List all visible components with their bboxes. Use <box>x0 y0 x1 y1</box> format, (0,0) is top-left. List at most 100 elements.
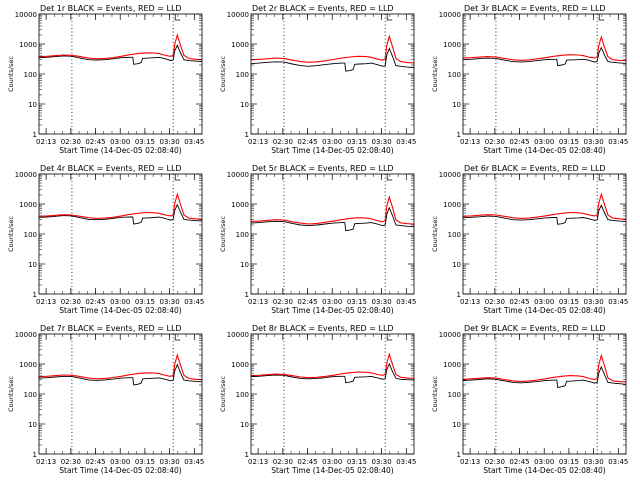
detector-panel: Det 1r BLACK = Events, RED = LLD 1 10 100 10… <box>7 4 204 155</box>
y-tick-label: 100 <box>236 391 249 399</box>
x-tick-label: 03:00 <box>322 458 342 466</box>
interval-marker <box>386 334 393 341</box>
x-tick-label: 02:30 <box>485 298 505 306</box>
series-line-events <box>250 206 415 232</box>
y-axis-label: Counts/sec <box>7 216 15 252</box>
x-tick-label: 03:45 <box>396 458 416 466</box>
y-tick-label: 1 <box>245 291 249 299</box>
series-line-lld <box>250 352 415 379</box>
x-tick-label: 02:13 <box>248 138 268 146</box>
x-tick-label: 03:30 <box>372 458 392 466</box>
series-line-events <box>462 46 627 67</box>
x-axis-label: Start Time (14-Dec-05 02:08:40) <box>483 466 605 475</box>
y-tick-label: 10000 <box>227 331 249 339</box>
x-tick-label: 02:30 <box>485 458 505 466</box>
interval-marker <box>174 14 181 21</box>
series-line-lld <box>38 33 203 61</box>
y-axis-label: Counts/sec <box>431 216 439 252</box>
y-axis-label: Counts/sec <box>219 376 227 412</box>
y-tick-label: 1000 <box>443 41 461 49</box>
x-tick-label: 03:45 <box>184 138 204 146</box>
x-tick-label: 03:45 <box>396 138 416 146</box>
x-tick-label: 03:00 <box>534 138 554 146</box>
panel-title: Det 5r BLACK = Events, RED = LLD <box>252 164 394 173</box>
x-tick-label: 03:15 <box>559 138 579 146</box>
y-tick-label: 10 <box>28 101 37 109</box>
y-tick-label: 10000 <box>439 11 461 19</box>
x-tick-label: 03:15 <box>347 298 367 306</box>
x-tick-label: 03:15 <box>135 298 155 306</box>
y-tick-label: 10000 <box>15 331 37 339</box>
x-tick-label: 03:30 <box>584 138 604 146</box>
x-tick-label: 03:30 <box>160 138 180 146</box>
y-axis-label: Counts/sec <box>7 376 15 412</box>
panel-title: Det 9r BLACK = Events, RED = LLD <box>464 324 606 333</box>
x-tick-label: 03:00 <box>534 458 554 466</box>
series-line-lld <box>38 353 203 381</box>
y-tick-label: 10 <box>28 261 37 269</box>
x-tick-label: 03:00 <box>110 458 130 466</box>
y-tick-label: 100 <box>448 71 461 79</box>
y-tick-label: 10000 <box>439 331 461 339</box>
y-tick-label: 10000 <box>15 11 37 19</box>
x-tick-label: 02:13 <box>248 458 268 466</box>
x-axis-label: Start Time (14-Dec-05 02:08:40) <box>59 466 181 475</box>
panel-title: Det 2r BLACK = Events, RED = LLD <box>252 4 394 13</box>
series-line-lld <box>250 34 415 64</box>
interval-marker <box>174 334 181 341</box>
y-tick-label: 1000 <box>19 201 37 209</box>
x-tick-label: 03:15 <box>135 458 155 466</box>
y-tick-label: 100 <box>448 231 461 239</box>
x-axis-label: Start Time (14-Dec-05 02:08:40) <box>59 306 181 315</box>
y-axis-label: Counts/sec <box>431 56 439 92</box>
y-tick-label: 10 <box>28 421 37 429</box>
detector-panel: Det 4r BLACK = Events, RED = LLD 1 10 100 10… <box>7 164 204 315</box>
series-line-lld <box>462 192 627 220</box>
x-tick-label: 03:30 <box>372 138 392 146</box>
x-tick-label: 03:15 <box>347 458 367 466</box>
x-tick-label: 02:30 <box>61 458 81 466</box>
series-line-lld <box>38 192 203 220</box>
x-tick-label: 02:30 <box>61 138 81 146</box>
x-tick-label: 02:13 <box>36 298 56 306</box>
y-axis-label: Counts/sec <box>219 216 227 252</box>
series-line-events <box>38 203 203 225</box>
y-tick-label: 1000 <box>231 201 249 209</box>
y-tick-label: 1000 <box>443 361 461 369</box>
x-tick-label: 02:13 <box>460 138 480 146</box>
detector-panel: Det 6r BLACK = Events, RED = LLD 1 10 100 10… <box>431 164 628 315</box>
x-tick-label: 03:30 <box>160 298 180 306</box>
y-tick-label: 10 <box>452 421 461 429</box>
y-tick-label: 10 <box>452 261 461 269</box>
x-tick-label: 03:00 <box>322 138 342 146</box>
y-tick-label: 1000 <box>231 361 249 369</box>
x-tick-label: 03:15 <box>559 298 579 306</box>
panel-title: Det 4r BLACK = Events, RED = LLD <box>40 164 182 173</box>
y-axis-label: Counts/sec <box>431 376 439 412</box>
detector-panel: Det 5r BLACK = Events, RED = LLD 1 10 100 10… <box>219 164 416 315</box>
x-tick-label: 02:13 <box>36 458 56 466</box>
series-line-events <box>250 362 415 384</box>
x-tick-label: 03:00 <box>534 298 554 306</box>
x-tick-label: 02:30 <box>273 458 293 466</box>
interval-marker <box>386 174 393 181</box>
x-tick-label: 03:15 <box>135 138 155 146</box>
x-axis-label: Start Time (14-Dec-05 02:08:40) <box>271 146 393 155</box>
y-tick-label: 100 <box>24 231 37 239</box>
series-line-lld <box>250 195 415 225</box>
y-tick-label: 10000 <box>227 11 249 19</box>
y-tick-label: 1 <box>457 291 461 299</box>
y-tick-label: 10000 <box>227 171 249 179</box>
x-tick-label: 03:30 <box>372 298 392 306</box>
y-tick-label: 1 <box>33 451 37 459</box>
series-line-events <box>462 365 627 389</box>
x-tick-label: 03:45 <box>184 458 204 466</box>
y-tick-label: 10000 <box>15 171 37 179</box>
x-tick-label: 02:45 <box>85 458 105 466</box>
x-tick-label: 02:45 <box>509 298 529 306</box>
y-tick-label: 100 <box>448 391 461 399</box>
y-tick-label: 100 <box>236 231 249 239</box>
x-tick-label: 02:45 <box>297 298 317 306</box>
x-tick-label: 02:13 <box>248 298 268 306</box>
